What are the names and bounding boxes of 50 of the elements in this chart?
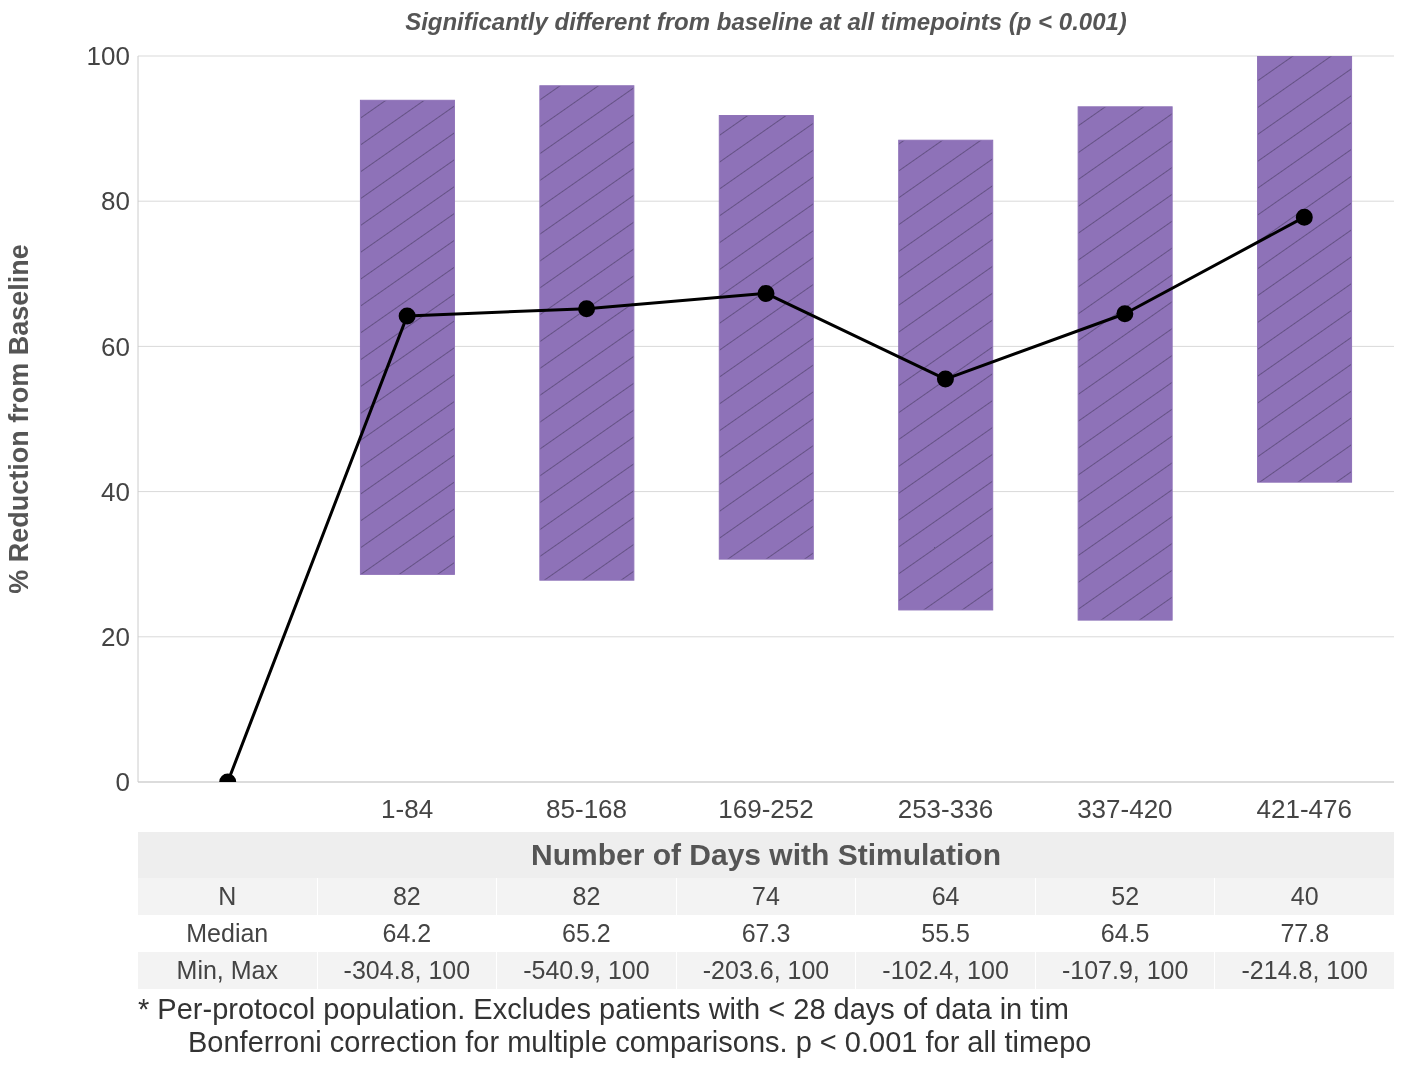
- text: -102.4, 100: [855, 952, 1035, 989]
- text: 74: [675, 878, 856, 915]
- x-tick-label: 169-252: [718, 794, 814, 825]
- x-tick-label: 253-336: [897, 794, 994, 825]
- text: 82: [316, 878, 497, 915]
- text: 64.2: [316, 915, 497, 952]
- text: -203.6, 100: [675, 952, 856, 989]
- text: 64: [855, 878, 1035, 915]
- y-axis-title: % Reduction from Baseline: [3, 244, 34, 594]
- text: 55.5: [855, 915, 1035, 952]
- point: [936, 370, 954, 388]
- text: * Per-protocol population. Excludes patients with < 28 days of data in tim: [138, 993, 1070, 1026]
- bar: [898, 139, 994, 611]
- y-tick-label: 20: [101, 622, 130, 653]
- point: [398, 307, 416, 325]
- text: -107.9, 100: [1034, 952, 1215, 989]
- bar: [718, 115, 814, 560]
- text: 77.8: [1214, 915, 1395, 952]
- bar: [539, 85, 635, 581]
- bar: [359, 99, 455, 575]
- x-tick-label: 337-420: [1077, 794, 1173, 825]
- chart-title: Significantly different from baseline at all timepoints (p < 0.001): [404, 8, 1128, 37]
- text: Median: [185, 918, 270, 949]
- text: N: [217, 881, 238, 912]
- bar: [1257, 56, 1353, 483]
- x-tick-label: 85-168: [546, 794, 628, 825]
- point: [1295, 208, 1313, 226]
- x-tick-label: 421-476: [1256, 794, 1352, 825]
- text: 52: [1034, 878, 1215, 915]
- text: Bonferroni correction for multiple comparisons. p < 0.001 for all timepo: [187, 1026, 1093, 1059]
- text: -304.8, 100: [316, 952, 497, 989]
- y-tick-label: 60: [101, 331, 130, 362]
- text: -214.8, 100: [1214, 952, 1395, 989]
- y-tick-label: 80: [101, 186, 130, 217]
- x-tick-label: 1-84: [381, 794, 434, 825]
- y-tick-label: 0: [115, 767, 130, 798]
- text: 65.2: [496, 915, 676, 952]
- text: 64.5: [1034, 915, 1215, 952]
- y-tick-label: 100: [86, 41, 130, 72]
- bar: [1077, 106, 1173, 621]
- text: 67.3: [675, 915, 856, 952]
- point: [1116, 305, 1134, 323]
- text: 40: [1214, 878, 1395, 915]
- text: Min, Max: [175, 955, 279, 986]
- y-tick-label: 40: [101, 476, 130, 507]
- x-axis-title: Number of Days with Stimulation: [138, 832, 1394, 878]
- text: 82: [496, 878, 676, 915]
- point: [578, 300, 596, 318]
- text: -540.9, 100: [496, 952, 676, 989]
- point: [757, 284, 775, 302]
